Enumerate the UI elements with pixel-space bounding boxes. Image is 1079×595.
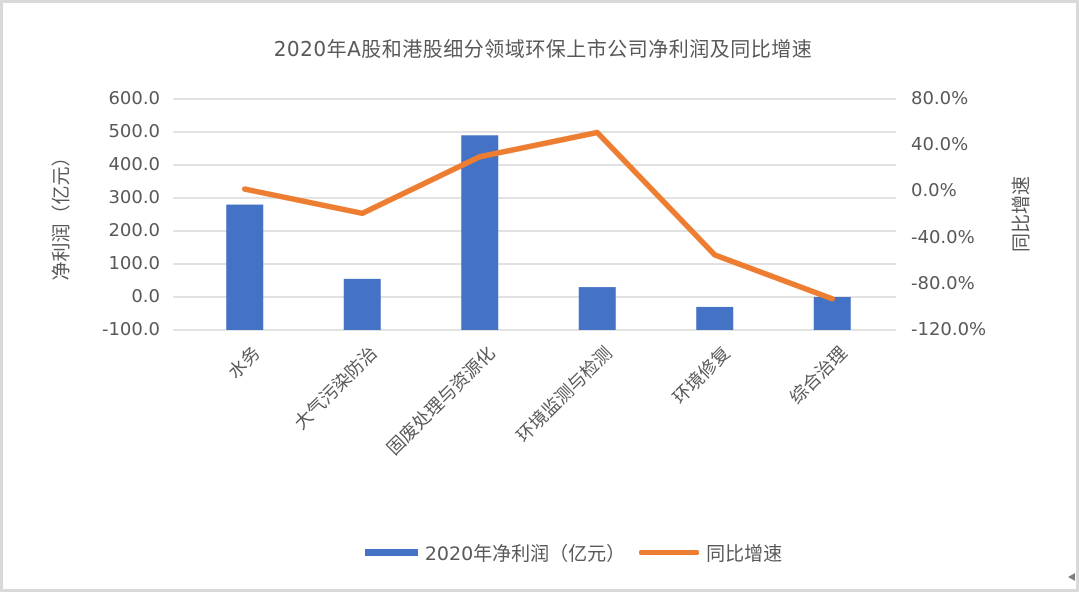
left-axis-tick: 100.0 bbox=[108, 253, 160, 274]
legend-label-growth: 同比增速 bbox=[706, 543, 783, 565]
bar-series-swatch-icon bbox=[364, 549, 418, 556]
bar-2 bbox=[461, 135, 499, 330]
bar-3 bbox=[578, 287, 616, 330]
right-axis-tick: -120.0% bbox=[911, 319, 987, 340]
bar-1 bbox=[343, 278, 381, 330]
left-axis-tick: -100.0 bbox=[101, 319, 160, 340]
bar-5 bbox=[813, 297, 851, 330]
edge-marker-icon[interactable] bbox=[1068, 573, 1075, 581]
bar-0 bbox=[226, 204, 264, 330]
left-axis-tick: 0.0 bbox=[131, 286, 160, 307]
right-axis-tick: 80.0% bbox=[911, 88, 969, 109]
right-axis-tick: -40.0% bbox=[911, 226, 975, 248]
legend-item-growth: 同比增速 bbox=[639, 539, 782, 566]
legend: 2020年净利润（亿元） 同比增速 bbox=[3, 539, 1079, 566]
chart-title: 2020年A股和港股细分领域环保上市公司净利润及同比增速 bbox=[273, 37, 813, 61]
left-axis-tick: 500.0 bbox=[108, 121, 160, 142]
bar-4 bbox=[696, 306, 734, 330]
right-axis-tick: 0.0% bbox=[911, 180, 957, 202]
left-axis-tick: 400.0 bbox=[108, 154, 160, 175]
line-series-swatch-icon bbox=[639, 550, 700, 555]
left-axis-tick: 600.0 bbox=[108, 88, 160, 109]
right-axis-tick: -80.0% bbox=[911, 272, 975, 294]
trend-line bbox=[242, 129, 835, 302]
plot-area bbox=[173, 98, 896, 331]
left-axis-tick: 300.0 bbox=[108, 187, 160, 208]
right-axis-tick: 40.0% bbox=[911, 134, 969, 156]
left-axis-tick: 200.0 bbox=[108, 220, 160, 241]
legend-label-net-profit: 2020年净利润（亿元） bbox=[424, 543, 626, 565]
legend-item-net-profit: 2020年净利润（亿元） bbox=[364, 539, 626, 566]
